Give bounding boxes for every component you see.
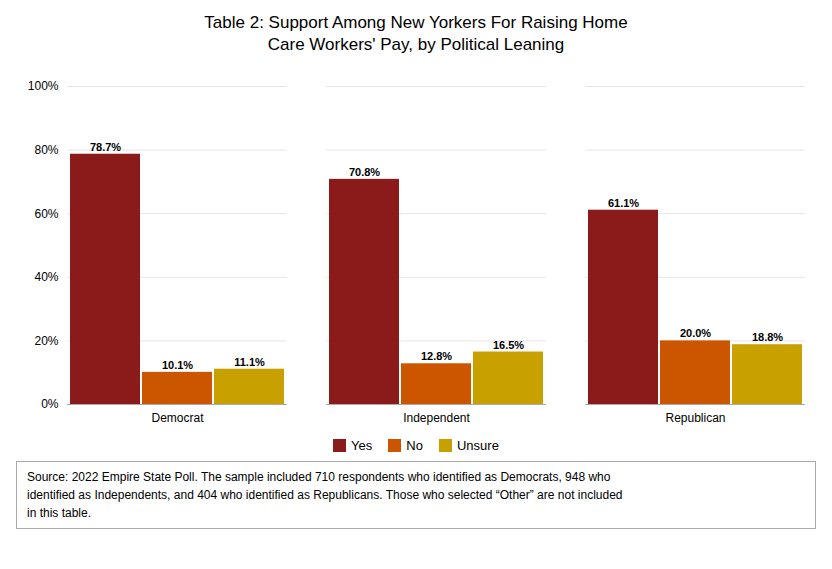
html-text:Table 2: Support Among New Yor: Table 2: Support Among New Yorkers For R… [204, 13, 628, 55]
svg-text:18.8%: 18.8% [752, 331, 783, 343]
html-text:Yes: Yes [351, 438, 373, 454]
svg-text:20.0%: 20.0% [680, 328, 711, 340]
html-text:Unsure: Unsure [457, 438, 499, 454]
svg-text:10.1%: 10.1% [162, 359, 193, 371]
svg-text:80%: 80% [34, 143, 58, 157]
html-text:No: No [406, 438, 423, 454]
svg-text:0%: 0% [41, 398, 59, 412]
svg-text:20%: 20% [34, 334, 58, 348]
svg-text:Independent: Independent [403, 411, 470, 425]
svg-text:70.8%: 70.8% [349, 166, 380, 178]
svg-text:60%: 60% [34, 207, 58, 221]
svg-text:12.8%: 12.8% [421, 351, 452, 363]
svg-text:11.1%: 11.1% [234, 356, 265, 368]
svg-text:Democrat: Democrat [151, 411, 204, 425]
svg-text:61.1%: 61.1% [608, 197, 639, 209]
svg-text:Republican: Republican [665, 411, 725, 425]
svg-text:16.5%: 16.5% [493, 339, 524, 351]
html-text:Source: 2022 Empire State Poll: Source: 2022 Empire State Poll. The samp… [27, 470, 623, 521]
svg-text:100%: 100% [28, 80, 59, 94]
svg-text:78.7%: 78.7% [90, 141, 121, 153]
svg-text:40%: 40% [34, 270, 58, 284]
